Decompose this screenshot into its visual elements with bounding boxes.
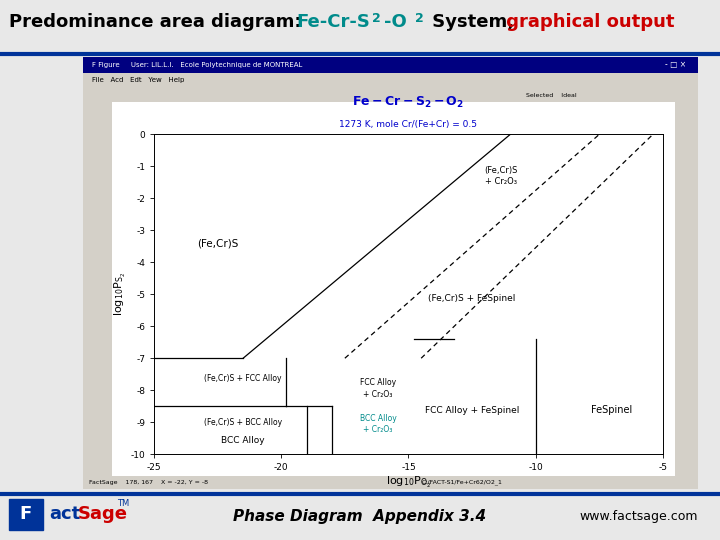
Text: BCC Alloy: BCC Alloy: [221, 436, 265, 445]
Text: System,: System,: [426, 12, 514, 31]
Text: - □ ×: - □ ×: [665, 60, 685, 70]
Bar: [83, 73, 698, 88]
Text: C:/FACT-S1/Fe+Cr62/O2_1: C:/FACT-S1/Fe+Cr62/O2_1: [421, 480, 503, 485]
Text: FactSage    178, 167    X = -22, Y = -8: FactSage 178, 167 X = -22, Y = -8: [89, 480, 208, 485]
Bar: [83, 57, 698, 73]
Text: (Fe,Cr)S + FCC Alloy: (Fe,Cr)S + FCC Alloy: [204, 374, 282, 383]
Text: Sage: Sage: [78, 505, 127, 523]
Text: FCC Alloy + FeSpinel: FCC Alloy + FeSpinel: [425, 406, 519, 415]
Text: -O: -O: [384, 12, 408, 31]
Text: Selected    Ideal: Selected Ideal: [526, 93, 577, 98]
Text: www.factsage.com: www.factsage.com: [580, 510, 698, 523]
Text: F: F: [19, 505, 32, 523]
Text: BCC Alloy
+ Cr₂O₃: BCC Alloy + Cr₂O₃: [359, 414, 396, 434]
Text: (Fe,Cr)S
+ Cr₂O₃: (Fe,Cr)S + Cr₂O₃: [485, 166, 518, 186]
Text: Predominance area diagram:: Predominance area diagram:: [9, 12, 307, 31]
Bar: [83, 88, 698, 102]
X-axis label: $\mathregular{log_{10}P_{O_2}}$: $\mathregular{log_{10}P_{O_2}}$: [386, 475, 431, 490]
Text: $\mathbf{Fe - Cr - S_2 - O_2}$: $\mathbf{Fe - Cr - S_2 - O_2}$: [352, 96, 464, 111]
Bar: [83, 476, 698, 489]
Text: Fe-Cr-S: Fe-Cr-S: [297, 12, 371, 31]
Bar: [112, 102, 675, 476]
Y-axis label: $\mathregular{log_{10}P_{S_2}}$: $\mathregular{log_{10}P_{S_2}}$: [112, 272, 127, 316]
Bar: [675, 102, 698, 476]
Text: TM: TM: [117, 498, 129, 508]
Text: act: act: [49, 505, 80, 523]
Text: F Figure     User: LIL.L.I.   Ecole Polytechnique de MONTREAL: F Figure User: LIL.L.I. Ecole Polytechni…: [92, 62, 302, 68]
Text: File   Acd   Edt   Yew   Help: File Acd Edt Yew Help: [92, 77, 184, 84]
Text: (Fe,Cr)S + BCC Alloy: (Fe,Cr)S + BCC Alloy: [204, 418, 282, 427]
Bar: [9, 499, 43, 530]
Text: FCC Alloy
+ Cr₂O₃: FCC Alloy + Cr₂O₃: [360, 379, 396, 399]
Text: (Fe,Cr)S: (Fe,Cr)S: [197, 238, 238, 248]
Text: (Fe,Cr)S + FeSpinel: (Fe,Cr)S + FeSpinel: [428, 294, 516, 303]
Text: Phase Diagram  Appendix 3.4: Phase Diagram Appendix 3.4: [233, 509, 487, 524]
Bar: [83, 102, 112, 476]
Text: graphical output: graphical output: [500, 12, 675, 31]
Text: 1273 K, mole Cr/(Fe+Cr) = 0.5: 1273 K, mole Cr/(Fe+Cr) = 0.5: [339, 120, 477, 129]
Text: 2: 2: [372, 12, 380, 25]
Text: 2: 2: [415, 12, 423, 25]
Text: FeSpinel: FeSpinel: [591, 404, 633, 415]
